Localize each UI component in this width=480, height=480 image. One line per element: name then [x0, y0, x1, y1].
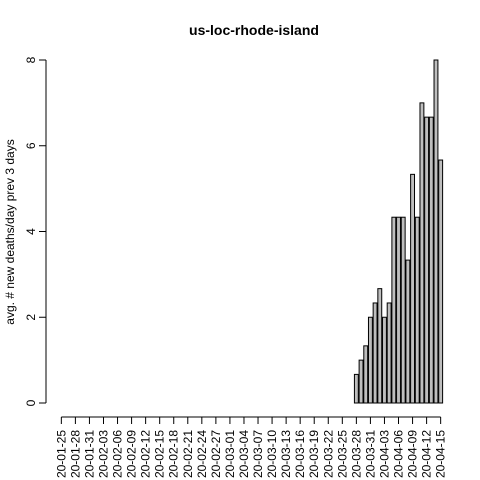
- bar-20-04-01: [372, 302, 378, 404]
- x-tick-label: 20-04-06: [392, 430, 406, 478]
- y-tick-label: 0: [24, 399, 38, 406]
- x-tick-label: 20-02-06: [111, 430, 125, 478]
- x-tick-label: 20-02-27: [209, 430, 223, 478]
- x-tick-label: 20-04-12: [420, 430, 434, 478]
- bar-20-03-28: [353, 373, 359, 404]
- bar-20-04-08: [405, 259, 411, 404]
- x-tick-label: 20-02-24: [195, 430, 209, 478]
- bar-20-04-14: [433, 59, 439, 404]
- y-tick-label: 8: [24, 56, 38, 63]
- x-tick-label: 20-04-09: [406, 430, 420, 478]
- x-tick-label: 20-02-15: [153, 430, 167, 478]
- bar-20-04-09: [410, 173, 416, 404]
- x-tick-label: 20-02-09: [125, 430, 139, 478]
- y-tick-label: 4: [24, 228, 38, 235]
- bar-20-03-30: [363, 345, 369, 404]
- x-tick-label: 20-03-04: [237, 430, 251, 478]
- bar-20-04-12: [424, 116, 430, 404]
- y-tick-label: 6: [24, 142, 38, 149]
- bar-20-03-31: [367, 316, 373, 404]
- x-tick-label: 20-03-22: [321, 430, 335, 478]
- bar-20-04-13: [428, 116, 434, 404]
- x-tick-label: 20-04-15: [434, 430, 448, 478]
- bar-20-04-02: [377, 288, 383, 404]
- bar-20-04-07: [400, 216, 406, 404]
- x-tick-label: 20-01-31: [82, 430, 96, 478]
- x-tick-label: 20-01-25: [54, 430, 68, 478]
- x-tick-label: 20-03-07: [251, 430, 265, 478]
- bar-20-04-11: [419, 102, 425, 404]
- bars-group: [353, 59, 444, 404]
- y-axis-label: avg. # new deaths/day prev 3 days: [3, 139, 17, 324]
- x-tick-label: 20-03-28: [349, 430, 363, 478]
- bar-20-04-04: [386, 302, 392, 404]
- x-tick-label: 20-02-18: [167, 430, 181, 478]
- x-axis: 20-01-25 20-01-28 20-01-31 20-02-03 20-02-06…: [54, 416, 448, 478]
- bar-20-03-29: [358, 359, 364, 404]
- x-tick-label: 20-02-21: [181, 430, 195, 478]
- bar-20-04-10: [414, 216, 420, 404]
- chart-title: us-loc-rhode-island: [189, 22, 319, 38]
- x-tick-label: 20-01-28: [68, 430, 82, 478]
- x-tick-label: 20-03-10: [265, 430, 279, 478]
- x-tick-label: 20-02-03: [96, 430, 110, 478]
- x-tick-label: 20-03-25: [335, 430, 349, 478]
- y-axis: 0 2 4 6 8: [24, 56, 47, 406]
- y-tick-label: 2: [24, 314, 38, 321]
- x-tick-label: 20-02-12: [139, 430, 153, 478]
- x-tick-label: 20-03-19: [307, 430, 321, 478]
- bar-20-04-15: [438, 159, 444, 404]
- bar-20-04-06: [396, 216, 401, 404]
- x-tick-label: 20-03-01: [223, 430, 237, 478]
- x-tick-label: 20-03-31: [363, 430, 377, 478]
- x-tick-label: 20-03-13: [279, 430, 293, 478]
- bar-20-04-03: [382, 316, 387, 404]
- bar-20-04-05: [391, 216, 397, 404]
- x-tick-label: 20-03-16: [293, 430, 307, 478]
- x-tick-label: 20-04-03: [377, 430, 391, 478]
